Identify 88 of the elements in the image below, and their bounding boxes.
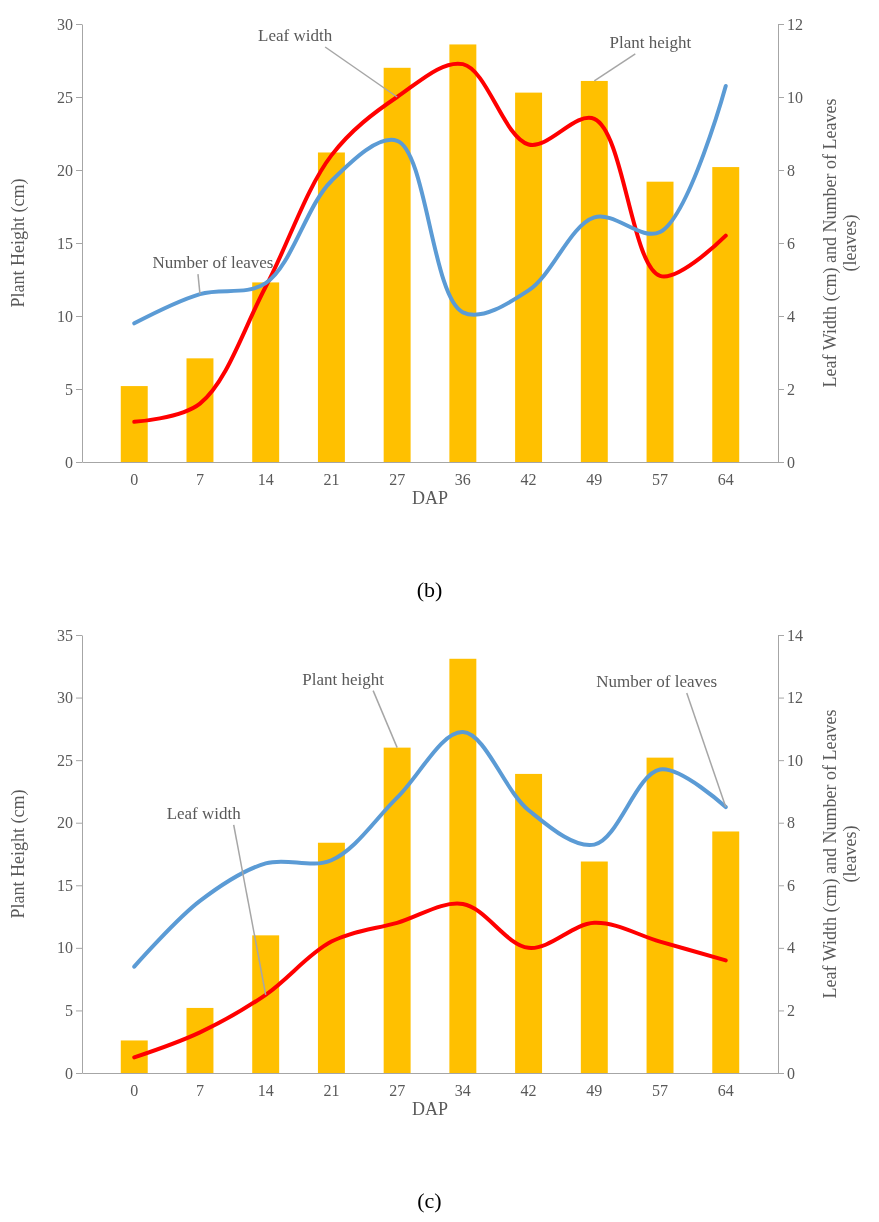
x-tick-label: 64 <box>717 471 734 489</box>
x-tick-label: 49 <box>586 1082 603 1100</box>
y-tick-label: 10 <box>57 307 73 325</box>
line-series <box>132 84 728 326</box>
line-series <box>132 729 728 969</box>
x-tick-label: 27 <box>389 1082 406 1100</box>
x-tick-label: 27 <box>389 471 406 489</box>
x-tick-label: 57 <box>652 1082 669 1100</box>
x-tick-label: 0 <box>130 471 139 489</box>
y-tick-label: 15 <box>57 876 73 894</box>
bar <box>120 386 148 462</box>
y-axis-title: Plant Height (cm) <box>8 178 29 308</box>
x-tick-label: 21 <box>323 1082 340 1100</box>
y2-tick-label: 8 <box>787 161 795 179</box>
text: Leaf width <box>166 803 242 823</box>
text: Plant height <box>302 669 385 689</box>
y2-tick-label: 12 <box>787 689 803 707</box>
y-tick-label: 35 <box>57 626 73 644</box>
x-tick-label: 7 <box>195 471 204 489</box>
y-tick-label: 5 <box>65 380 73 398</box>
bar <box>186 358 214 462</box>
bar <box>383 67 411 462</box>
y2-tick-label: 14 <box>787 626 803 644</box>
line-series <box>132 901 728 1060</box>
y-tick-label: 30 <box>57 689 73 707</box>
bar <box>252 282 280 462</box>
bar <box>646 181 674 462</box>
y2-tick-label: 4 <box>787 939 795 957</box>
y2-axis-title: Leaf Width (cm) and Number of Leaves (leaves) <box>820 709 861 999</box>
x-tick-label: 21 <box>323 471 340 489</box>
bar <box>317 842 345 1073</box>
x-tick-label: 14 <box>257 1082 274 1100</box>
bar <box>252 935 280 1073</box>
y2-tick-label: 10 <box>787 88 803 106</box>
line-series <box>132 61 728 424</box>
bar <box>449 44 477 462</box>
y-tick-label: 25 <box>57 88 73 106</box>
x-axis-title: DAP <box>411 1099 449 1119</box>
y-tick-label: 20 <box>57 161 73 179</box>
x-tick-label: 7 <box>195 1082 204 1100</box>
y-tick-label: 25 <box>57 751 73 769</box>
x-tick-label: 0 <box>130 1082 139 1100</box>
y-tick-label: 20 <box>57 814 73 832</box>
y2-tick-label: 4 <box>787 307 795 325</box>
y-axis-title: Plant Height (cm) <box>8 789 29 919</box>
bar <box>515 773 543 1073</box>
bar <box>120 1040 148 1073</box>
bar <box>646 757 674 1073</box>
x-tick-label: 42 <box>520 1082 537 1100</box>
y2-tick-label: 6 <box>787 876 795 894</box>
text: Leaf width <box>258 26 333 45</box>
y2-tick-label: 2 <box>787 380 795 398</box>
x-tick-label: 42 <box>520 471 537 489</box>
bar <box>186 1007 214 1073</box>
bar <box>580 80 608 462</box>
y2-tick-label: 0 <box>787 1064 795 1082</box>
bar <box>383 747 411 1073</box>
y2-axis-title: Leaf Width (cm) and Number of Leaves (leaves) <box>820 98 861 388</box>
x-tick-label: 36 <box>454 471 471 489</box>
bar <box>317 152 345 462</box>
y-tick-label: 0 <box>65 1064 73 1082</box>
series-label: Number of leaves <box>152 253 274 273</box>
x-tick-label: 49 <box>586 471 603 489</box>
y2-tick-label: 10 <box>787 751 803 769</box>
y-tick-label: 30 <box>57 15 73 33</box>
y-tick-label: 15 <box>57 234 73 252</box>
bar <box>580 861 608 1073</box>
y-tick-label: 10 <box>57 939 73 957</box>
x-tick-label: 64 <box>717 1082 734 1100</box>
x-axis-title: DAP <box>411 488 449 508</box>
y2-tick-label: 2 <box>787 1002 795 1020</box>
bar <box>449 658 477 1073</box>
y2-tick-label: 8 <box>787 814 795 832</box>
bar <box>712 831 740 1073</box>
y2-tick-label: 12 <box>787 15 803 33</box>
y-tick-label: 5 <box>65 1002 73 1020</box>
bar <box>515 92 543 462</box>
series-label: Plant height <box>609 32 692 52</box>
text: (c) <box>417 1188 442 1213</box>
y-tick-label: 0 <box>65 453 73 471</box>
x-tick-label: 34 <box>454 1082 471 1100</box>
bar <box>712 167 740 462</box>
x-tick-label: 57 <box>652 471 669 489</box>
x-tick-label: 14 <box>257 471 274 489</box>
text: Number of leaves <box>596 672 718 692</box>
y2-tick-label: 0 <box>787 453 795 471</box>
y2-tick-label: 6 <box>787 234 795 252</box>
text: (b) <box>416 577 443 602</box>
